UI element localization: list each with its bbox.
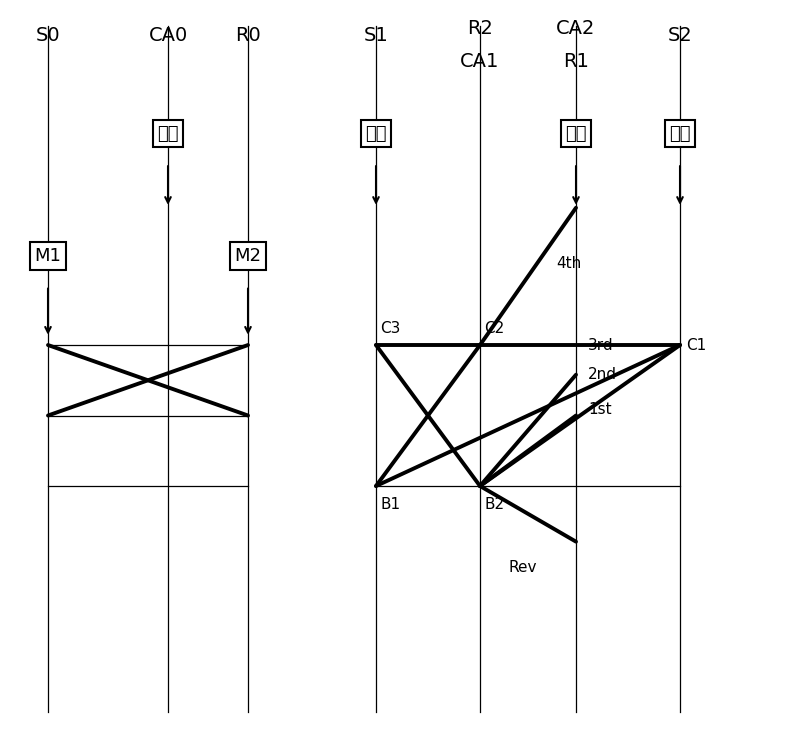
Text: R1: R1 [563,52,589,71]
Text: C2: C2 [484,321,504,336]
Text: 4th: 4th [556,256,582,271]
Text: S2: S2 [668,26,692,45]
Text: B2: B2 [484,497,504,512]
Text: CA1: CA1 [460,52,500,71]
Text: S1: S1 [364,26,388,45]
Text: CA0: CA0 [148,26,188,45]
Text: C3: C3 [380,321,400,336]
Text: Rev: Rev [508,560,537,575]
Text: 1st: 1st [588,402,612,417]
Text: 2nd: 2nd [588,367,617,382]
Text: 输入: 输入 [366,125,386,142]
Text: S0: S0 [36,26,60,45]
Text: M1: M1 [34,247,62,265]
Text: R0: R0 [235,26,261,45]
Text: 输出: 输出 [566,125,586,142]
Text: 输入: 输入 [670,125,690,142]
Text: 输入: 输入 [158,125,178,142]
Text: C1: C1 [686,338,706,352]
Text: B1: B1 [380,497,400,512]
Text: M2: M2 [234,247,262,265]
Text: R2: R2 [467,19,493,38]
Text: 3rd: 3rd [588,338,614,352]
Text: CA2: CA2 [556,19,596,38]
